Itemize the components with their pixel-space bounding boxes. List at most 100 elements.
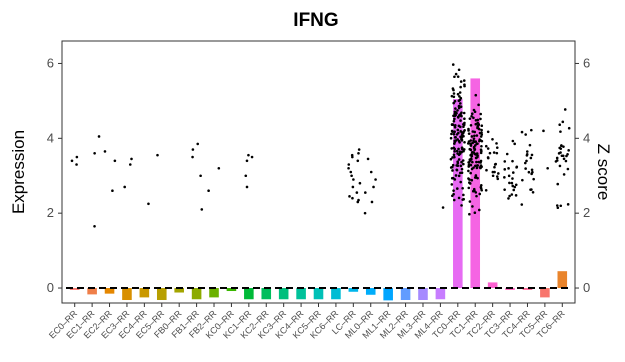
bar-KC2–RR bbox=[261, 288, 272, 300]
point-TC4–RR bbox=[529, 156, 533, 160]
point-TC0–RR bbox=[454, 135, 457, 139]
point-TC0–RR bbox=[460, 167, 464, 171]
y-axis-right-title: Z score bbox=[594, 144, 613, 201]
point-TC6–RR bbox=[561, 120, 565, 124]
point-TC1–RR bbox=[477, 160, 481, 164]
point-TC1–RR bbox=[479, 117, 482, 121]
bar-ML3–RR bbox=[418, 288, 428, 301]
bar-ML1–RR bbox=[383, 288, 393, 301]
point-TC0–RR bbox=[457, 147, 460, 151]
point-TC3–RR bbox=[507, 197, 510, 200]
point-TC3–RR bbox=[511, 184, 515, 188]
point-TC6–RR bbox=[559, 204, 563, 208]
point-TC1–RR bbox=[469, 163, 473, 167]
point-ML0–RR bbox=[372, 185, 375, 189]
point-TC2–RR bbox=[488, 151, 492, 155]
point-TC0–RR bbox=[461, 186, 464, 190]
point-TC3–RR bbox=[514, 194, 518, 197]
point-TC1–RR bbox=[471, 205, 474, 208]
point-TC0–RR bbox=[456, 187, 459, 190]
point-TC2–RR bbox=[495, 146, 499, 149]
point-TC1–RR bbox=[470, 114, 473, 118]
point-TC5–RR bbox=[542, 129, 545, 133]
point-TC0–RR bbox=[452, 132, 456, 136]
point-KC1–RR bbox=[247, 153, 250, 157]
point-TC0–RR bbox=[457, 139, 461, 143]
point-FB1–RR bbox=[200, 208, 204, 211]
point-LC–RR bbox=[352, 178, 355, 181]
point-KC1–RR bbox=[245, 185, 249, 189]
point-TC1–RR bbox=[479, 148, 483, 151]
point-TC0–RR bbox=[459, 85, 462, 89]
point-TC0–RR bbox=[456, 92, 460, 96]
point-EC3–RR bbox=[130, 157, 133, 161]
point-TC1–RR bbox=[471, 160, 474, 164]
point-FB1–RR bbox=[191, 155, 194, 159]
point-TC3–RR bbox=[505, 152, 509, 156]
point-TC5–RR bbox=[546, 166, 549, 170]
point-TC0–RR bbox=[458, 152, 462, 155]
point-TC0–RR bbox=[462, 79, 466, 82]
point-TC0–RR bbox=[453, 139, 456, 143]
point-TC4–RR bbox=[527, 170, 531, 174]
point-LC–RR bbox=[357, 151, 360, 155]
point-TC0–RR bbox=[456, 109, 459, 112]
point-TC3–RR bbox=[503, 176, 506, 179]
point-TC0–RR bbox=[452, 189, 455, 192]
y-tick-label: 0 bbox=[47, 280, 54, 295]
point-TC1–RR bbox=[474, 156, 478, 160]
point-TC6–RR bbox=[558, 164, 562, 168]
point-TC0–RR bbox=[462, 130, 466, 133]
point-TC0–RR bbox=[457, 196, 461, 200]
point-LC–RR bbox=[350, 153, 354, 157]
point-TC0–RR bbox=[457, 174, 461, 178]
point-TC0–RR bbox=[456, 152, 459, 155]
bar-KC4–RR bbox=[296, 288, 306, 300]
point-TC1–RR bbox=[467, 132, 471, 135]
point-LC–RR bbox=[350, 174, 353, 178]
bar-EC2–RR bbox=[104, 288, 115, 294]
bar-KC6–RR bbox=[331, 288, 341, 300]
point-TC4–RR bbox=[532, 177, 535, 181]
point-LC–RR bbox=[351, 185, 355, 189]
expression-points bbox=[70, 63, 571, 228]
point-TC6–RR bbox=[554, 160, 558, 163]
point-TC6–RR bbox=[562, 173, 566, 176]
y-right-tick-label: 2 bbox=[583, 205, 590, 220]
point-TC0–RR bbox=[462, 148, 466, 151]
point-TC1–RR bbox=[472, 166, 475, 169]
point-ML0–RR bbox=[369, 170, 373, 174]
point-TC0–RR bbox=[456, 116, 460, 119]
point-FB2–RR bbox=[207, 189, 210, 193]
point-TC1–RR bbox=[476, 125, 479, 128]
point-TC2–RR bbox=[485, 168, 488, 172]
point-TC2–RR bbox=[486, 156, 490, 160]
point-ML0–RR bbox=[366, 157, 370, 161]
point-TC0–RR bbox=[459, 125, 462, 129]
point-TC0–RR bbox=[449, 166, 453, 169]
point-TC4–RR bbox=[525, 154, 529, 157]
point-TC0–RR bbox=[453, 117, 456, 121]
point-TC1–RR bbox=[470, 178, 474, 182]
point-TC1–RR bbox=[480, 128, 483, 132]
zscore-bars bbox=[69, 78, 568, 301]
point-ML0–RR bbox=[364, 191, 367, 194]
bar-TC6–RR bbox=[557, 271, 568, 289]
point-TC1–RR bbox=[473, 110, 477, 114]
point-TC1–RR bbox=[474, 122, 478, 126]
point-TC1–RR bbox=[478, 138, 481, 141]
point-EC1–RR bbox=[93, 224, 96, 228]
point-KC1–RR bbox=[244, 174, 248, 178]
point-TC0–RR bbox=[451, 169, 454, 172]
y-axis-left: 0 2 4 6 bbox=[47, 55, 62, 295]
point-TC2–RR bbox=[484, 144, 488, 148]
point-EC3–RR bbox=[128, 163, 132, 166]
point-TC3–RR bbox=[511, 139, 515, 143]
point-TC0–RR bbox=[449, 157, 453, 161]
point-TC0–RR bbox=[458, 98, 462, 102]
bar-KC3–RR bbox=[278, 288, 289, 300]
point-TC1–RR bbox=[474, 93, 478, 97]
point-TC1–RR bbox=[479, 151, 483, 155]
point-TC6–RR bbox=[560, 154, 564, 158]
point-TC3–RR bbox=[503, 160, 507, 163]
